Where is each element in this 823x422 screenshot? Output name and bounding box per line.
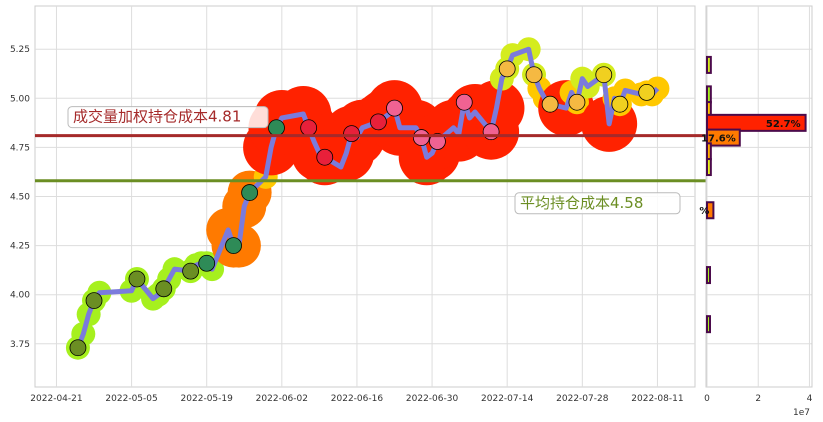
y-tick-label: 4.25: [10, 242, 30, 252]
fruit-marker: [638, 84, 656, 101]
x-tick-label: 2022-06-02: [256, 394, 308, 404]
hist-x-tick-label: 4: [807, 394, 813, 404]
hist-bar: [706, 142, 712, 161]
hist-x-tick-label: 2: [755, 394, 761, 404]
annotation-box: [514, 192, 681, 215]
fruit-marker: [316, 148, 334, 166]
annotation-label: 平均持仓成本4.58: [520, 194, 643, 212]
fruit-marker: [595, 66, 613, 84]
x-tick-label: 2022-05-19: [181, 394, 234, 404]
fruit-marker: [429, 133, 446, 150]
hist-bar-label: 52.7%: [766, 119, 801, 130]
y-tick-label: 4.75: [10, 143, 30, 153]
hist-bar: [706, 315, 711, 334]
hist-x-tick-label: 0: [704, 394, 710, 404]
fruit-marker: [482, 123, 500, 141]
x-tick-label: 2022-06-30: [406, 394, 459, 404]
annotation-box: [67, 106, 269, 129]
hist-bar: [706, 158, 712, 177]
fruit-marker: [412, 129, 430, 146]
fruit-marker: [611, 95, 629, 113]
hist-bar: [706, 128, 741, 147]
x-tick-label: 2022-04-21: [30, 394, 82, 404]
fruit-marker: [541, 95, 559, 113]
fruit-marker: [343, 125, 360, 143]
y-tick-label: 5.00: [10, 94, 30, 104]
fruit-marker: [525, 66, 543, 84]
fruit-marker: [155, 280, 173, 298]
x-tick-label: 2022-07-28: [556, 394, 609, 404]
fruit-marker: [386, 99, 403, 117]
x-tick-label: 2022-06-16: [331, 394, 384, 404]
y-tick-label: 4.00: [10, 291, 30, 301]
fruit-marker: [69, 339, 87, 357]
fruit-marker: [455, 93, 473, 111]
fruit-marker: [128, 270, 146, 288]
x-tick-label: 2022-07-14: [481, 394, 534, 404]
fruit-marker: [241, 184, 259, 201]
fruit-marker: [498, 60, 516, 78]
hist-bar-label: %: [699, 206, 709, 217]
y-tick-label: 4.50: [10, 193, 30, 203]
hist-bar: [706, 113, 807, 132]
x-tick-label: 2022-08-11: [631, 394, 683, 404]
y-tick-label: 5.25: [10, 45, 30, 55]
fruit-marker: [182, 262, 200, 280]
hist-bar: [706, 201, 715, 220]
hist-bar: [706, 266, 711, 285]
hist-bar: [706, 55, 712, 74]
fruit-marker: [85, 292, 103, 309]
hist-bar: [706, 85, 712, 104]
fruit-marker: [225, 237, 242, 254]
hist-area: [705, 5, 813, 388]
hist-offset-label: 1e7: [793, 408, 810, 418]
fruit-marker: [568, 93, 586, 111]
fruit-marker: [198, 254, 216, 272]
annotation-label: 成交量加权持仓成本4.81: [73, 108, 241, 126]
hist-bar-label: 17.6%: [701, 134, 736, 145]
fruit-marker: [370, 113, 387, 131]
y-tick-label: 3.75: [10, 340, 30, 350]
fruit-marker: [268, 119, 285, 137]
fruit-marker: [300, 119, 318, 137]
x-tick-label: 2022-05-05: [105, 394, 157, 404]
